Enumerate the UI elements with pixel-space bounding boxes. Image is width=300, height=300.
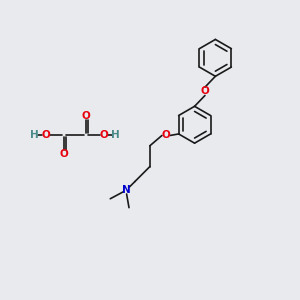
Text: N: N <box>122 185 131 195</box>
Text: H: H <box>111 130 120 140</box>
Text: O: O <box>162 130 170 140</box>
Text: O: O <box>100 130 108 140</box>
Text: O: O <box>59 149 68 160</box>
Text: O: O <box>82 111 91 121</box>
Text: H: H <box>30 130 39 140</box>
Text: O: O <box>201 86 209 96</box>
Text: O: O <box>42 130 50 140</box>
